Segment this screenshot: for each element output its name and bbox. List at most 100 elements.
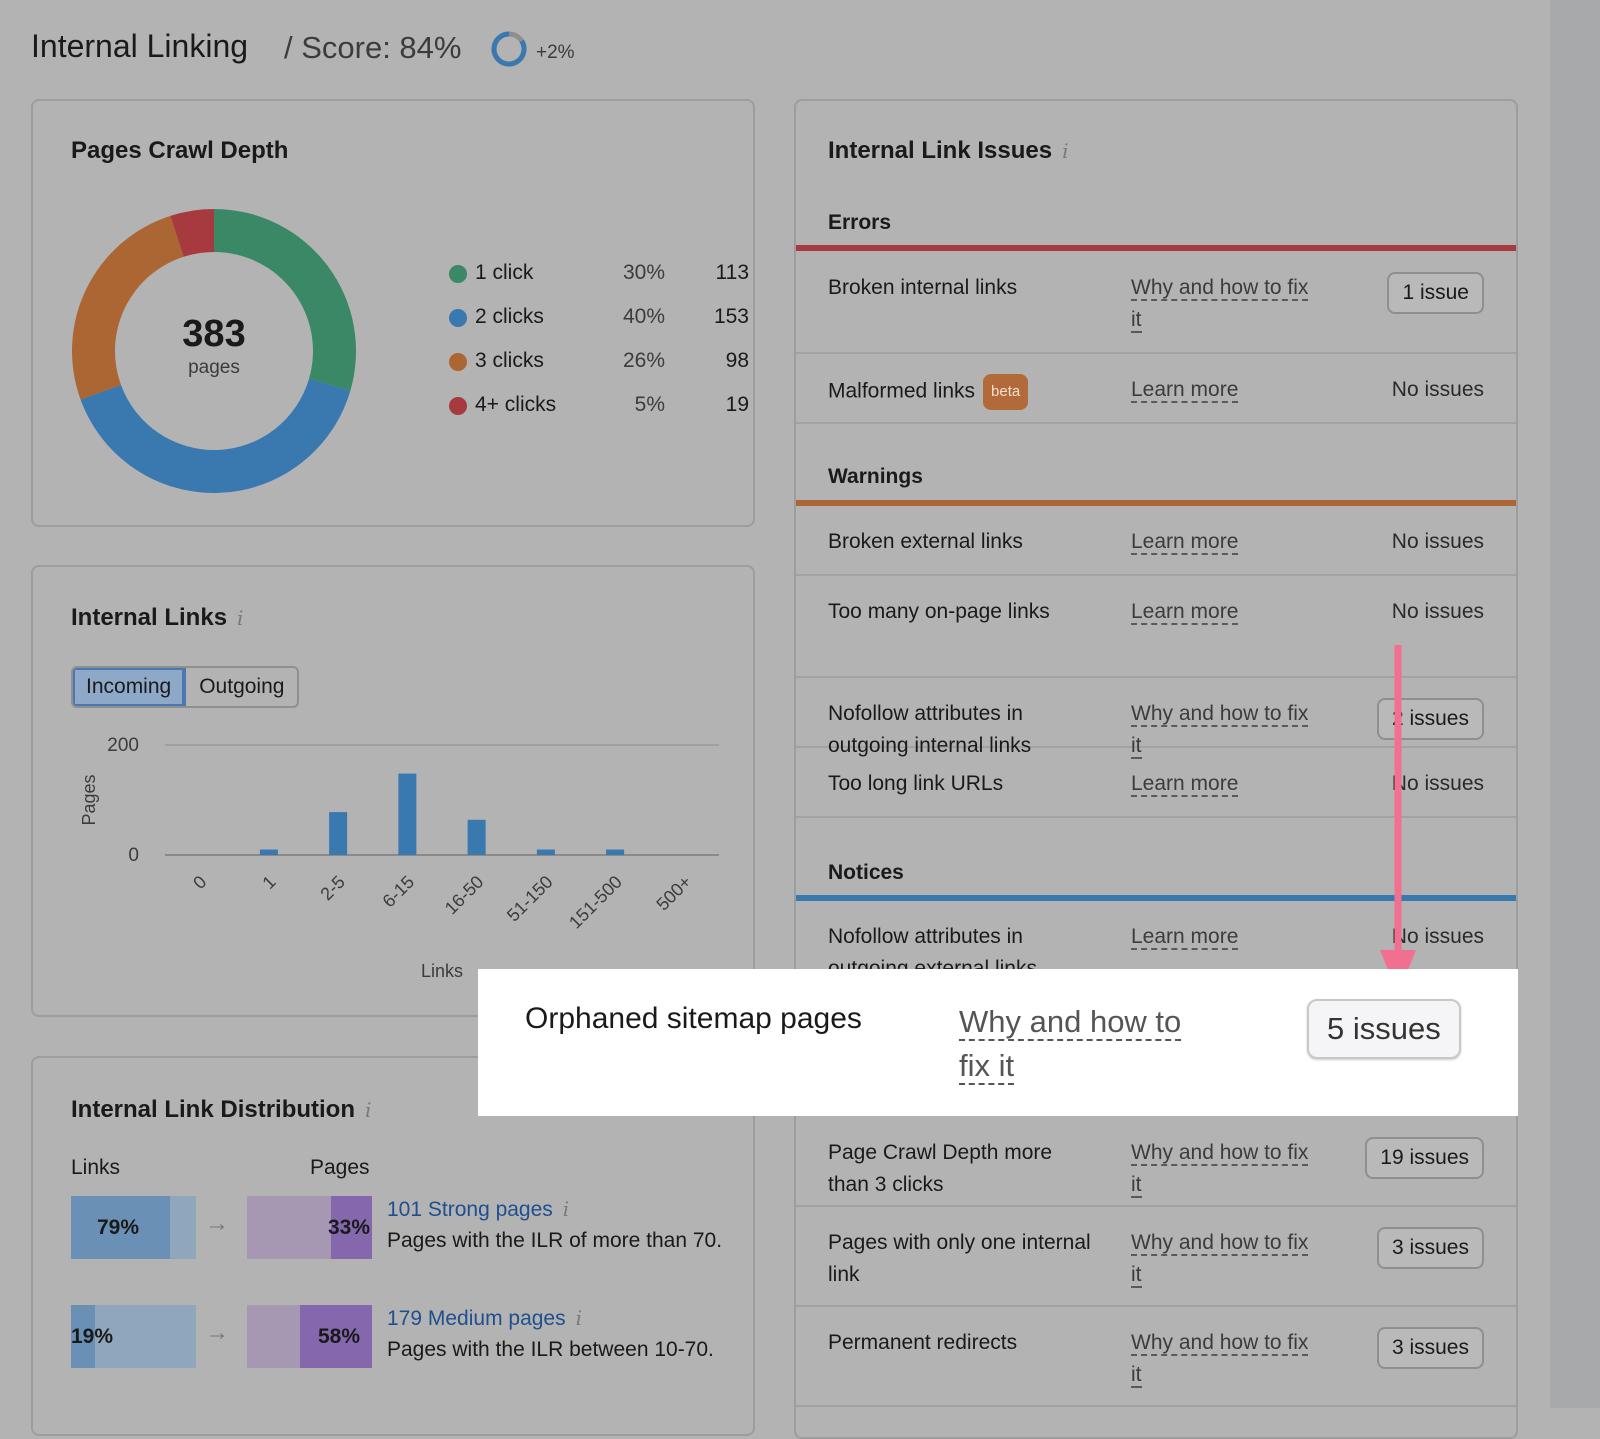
help-link[interactable]: Learn more: [1131, 530, 1239, 555]
legend-percent: 30%: [622, 261, 665, 284]
pages-link[interactable]: 101 Strong pages: [387, 1198, 553, 1221]
legend-count: 98: [725, 349, 749, 372]
donut-slice-3[interactable]: [170, 209, 214, 257]
beta-badge: beta: [983, 374, 1029, 410]
legend-count: 19: [725, 393, 749, 416]
info-icon[interactable]: i: [575, 1306, 583, 1330]
description-text: Pages with the ILR of more than 70.: [387, 1229, 723, 1252]
legend-percent: 5%: [634, 393, 665, 416]
x-tick-label: 6-15: [379, 872, 419, 912]
description-text: Pages with the ILR between 10-70.: [387, 1338, 714, 1361]
legend-count: 153: [713, 305, 749, 328]
bar-16-50[interactable]: [467, 819, 486, 855]
help-link[interactable]: Why and how to fix it: [1131, 276, 1309, 333]
issue-help-link[interactable]: Why and how to fix it: [959, 1004, 1182, 1085]
warnings-divider: [796, 500, 1516, 506]
scrollbar-track[interactable]: [1550, 0, 1600, 1408]
bar-51-150[interactable]: [536, 849, 555, 856]
help-link[interactable]: Learn more: [1131, 925, 1239, 950]
card-title: Internal Links i: [71, 604, 243, 632]
x-tick-label: 151-500: [565, 872, 626, 933]
issue-row[interactable]: Permanent redirects Why and how to fix it…: [796, 1307, 1516, 1407]
x-tick-label: 1: [258, 872, 279, 893]
arrow-right-icon: →: [205, 1210, 229, 1237]
notices-heading: Notices: [828, 861, 904, 884]
distribution-description: 101 Strong pages i Pages with the ILR of …: [387, 1194, 727, 1256]
tab-outgoing[interactable]: Outgoing: [199, 675, 285, 698]
issue-name: Permanent redirects: [828, 1331, 1018, 1354]
total-pages-label: pages: [188, 357, 240, 378]
bar-2-5[interactable]: [329, 812, 348, 855]
issue-row[interactable]: Broken internal links Why and how to fix …: [796, 252, 1516, 354]
issue-status: No issues: [1391, 772, 1484, 795]
donut-slice-0[interactable]: [214, 209, 356, 391]
crawl-depth-donut: [72, 209, 356, 493]
issue-name: Malformed links beta: [828, 374, 1098, 410]
card-title: Pages Crawl Depth: [71, 137, 289, 164]
legend-item[interactable]: 2 clicks 40% 153: [449, 303, 749, 333]
donut-slice-1[interactable]: [80, 378, 351, 493]
x-tick-label: 51-150: [503, 872, 557, 926]
bar-151-500[interactable]: [606, 849, 625, 856]
legend-item[interactable]: 4+ clicks 5% 19: [449, 391, 749, 421]
score-delta: +2%: [536, 42, 575, 63]
x-tick-label: 0: [189, 872, 210, 893]
legend-item[interactable]: 1 click 30% 113: [449, 259, 749, 289]
issue-name: Too many on-page links: [828, 600, 1050, 623]
bar-6-15[interactable]: [398, 773, 417, 855]
help-link[interactable]: Why and how to fix it: [1131, 1231, 1309, 1288]
crawl-depth-card: Pages Crawl Depth 383 pages 1 click 30% …: [31, 99, 755, 527]
pages-percent: 58%: [317, 1324, 360, 1348]
legend-item[interactable]: 3 clicks 26% 98: [449, 347, 749, 377]
pages-link[interactable]: 179 Medium pages: [387, 1307, 566, 1330]
total-pages: 383: [182, 313, 246, 355]
issues-count-button[interactable]: 19 issues: [1365, 1137, 1484, 1179]
help-link[interactable]: Why and how to fix it: [1131, 1331, 1309, 1388]
legend-percent: 40%: [622, 305, 665, 328]
legend-dot-icon: [449, 265, 467, 283]
x-tick-label: 16-50: [441, 872, 488, 919]
pages-share-bar: 33%: [247, 1196, 372, 1259]
info-icon[interactable]: i: [365, 1098, 372, 1122]
tab-incoming[interactable]: Incoming: [73, 668, 187, 706]
y-tick-label: 0: [128, 845, 139, 866]
page-title: Internal Linking: [31, 28, 249, 64]
distribution-description: 179 Medium pages i Pages with the ILR bet…: [387, 1303, 727, 1365]
issue-row[interactable]: Too many on-page links Learn more No issue…: [796, 576, 1516, 678]
issue-name: Broken external links: [828, 530, 1023, 553]
internal-links-card: Internal Links i Incoming Outgoing 200 0 Pa…: [31, 565, 755, 1017]
arrow-right-icon: →: [205, 1319, 229, 1346]
issue-row[interactable]: Too long link URLs Learn more No issues: [796, 748, 1516, 818]
issue-row[interactable]: Page Crawl Depth more than 3 clicks Why a…: [796, 1117, 1516, 1207]
direction-toggle: Incoming Outgoing: [71, 666, 300, 708]
issue-status: No issues: [1391, 378, 1484, 401]
warnings-heading: Warnings: [828, 465, 923, 488]
highlighted-issue-row[interactable]: Orphaned sitemap pages Why and how to fi…: [478, 969, 1518, 1116]
y-tick-label: 200: [107, 735, 139, 756]
issues-count-button[interactable]: 3 issues: [1376, 1227, 1484, 1269]
issue-row[interactable]: Broken external links Learn more No issues: [796, 506, 1516, 576]
issue-status: No issues: [1391, 530, 1484, 553]
donut-slice-2[interactable]: [72, 215, 184, 400]
issue-name: Nofollow attributes in outgoing internal…: [828, 702, 1032, 757]
legend-label: 4+ clicks: [475, 393, 557, 416]
help-link[interactable]: Learn more: [1131, 600, 1239, 625]
help-link[interactable]: Why and how to fix it: [1131, 702, 1309, 759]
issues-count-button[interactable]: 3 issues: [1376, 1327, 1484, 1369]
issue-status: No issues: [1391, 925, 1484, 948]
help-link[interactable]: Learn more: [1131, 772, 1239, 797]
help-link[interactable]: Why and how to fix it: [1131, 1141, 1309, 1198]
bar-1[interactable]: [259, 849, 278, 856]
issue-name: Broken internal links: [828, 276, 1018, 299]
help-link[interactable]: Learn more: [1131, 378, 1239, 403]
notices-divider: [796, 895, 1516, 901]
info-icon[interactable]: i: [1062, 139, 1069, 163]
info-icon[interactable]: i: [562, 1197, 570, 1221]
issues-count-button[interactable]: 1 issue: [1387, 272, 1484, 314]
info-icon[interactable]: i: [237, 606, 244, 630]
issue-row[interactable]: Pages with only one internal link Why and…: [796, 1207, 1516, 1307]
issues-count-button[interactable]: 5 issues: [1307, 999, 1461, 1059]
card-title: Internal Link Issues i: [828, 137, 1068, 165]
issue-row[interactable]: Malformed links beta Learn more No issues: [796, 354, 1516, 424]
issue-status: No issues: [1391, 600, 1484, 623]
